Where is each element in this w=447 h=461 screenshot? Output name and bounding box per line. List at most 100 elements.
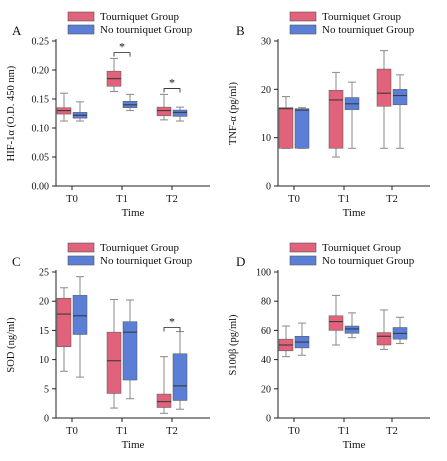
y-tick-label: 0.00 (32, 182, 50, 193)
x-axis-label: Time (343, 439, 366, 451)
y-tick-label: 40 (261, 355, 271, 366)
panel-label: B (236, 23, 245, 38)
x-tick-label: T0 (288, 426, 300, 437)
y-tick-label: 80 (261, 297, 271, 308)
significance-star: * (169, 314, 175, 328)
x-tick-label: T0 (66, 426, 78, 437)
y-tick-label: 100 (256, 268, 271, 279)
y-tick-label: 0.20 (32, 66, 50, 77)
legend-swatch (289, 24, 317, 35)
box-body (122, 321, 138, 381)
box-body (328, 315, 344, 331)
y-tick-label: 15 (39, 326, 49, 337)
box-body (294, 108, 310, 149)
box-t2-no-tourniquet (172, 331, 188, 410)
box-t0-no-tourniquet (294, 322, 310, 356)
legend-label: No tourniquet Group (322, 24, 415, 36)
box-body (172, 109, 188, 117)
box-t2-no-tourniquet (392, 74, 408, 149)
box-t2-no-tourniquet (392, 316, 408, 345)
box-body (328, 90, 344, 149)
y-tick-label: 0.25 (32, 37, 50, 48)
box-t1-no-tourniquet (344, 81, 360, 149)
y-tick-label: 10 (261, 133, 271, 144)
panel-label: D (236, 254, 245, 269)
legend-swatch (289, 255, 317, 266)
y-tick-label: 0.10 (32, 124, 50, 135)
legend-label: No tourniquet Group (322, 255, 415, 267)
significance-bracket (163, 327, 181, 332)
x-axis-label: Time (122, 207, 145, 219)
box-body (156, 106, 172, 117)
legend-swatch (67, 11, 95, 22)
box-t0-no-tourniquet (294, 107, 310, 149)
x-tick-label: T2 (166, 194, 178, 205)
legend-label: No tourniquet Group (100, 24, 193, 36)
legend-swatch (67, 255, 95, 266)
panel-label: A (12, 23, 22, 38)
x-tick-label: T1 (116, 426, 128, 437)
y-tick-label: 0.15 (32, 95, 50, 106)
box-body (278, 107, 294, 149)
significance-marker: * (163, 76, 181, 93)
y-tick-label: 20 (261, 384, 271, 395)
box-body (56, 298, 72, 348)
y-axis-label: TNF-α (pg/ml) (228, 82, 239, 145)
legend-swatch (289, 11, 317, 22)
x-tick-label: T1 (116, 194, 128, 205)
box-t0-no-tourniquet (72, 101, 88, 122)
legend-swatch (289, 242, 317, 253)
y-tick-label: 0.05 (32, 153, 50, 164)
y-tick-label: 25 (39, 268, 49, 279)
legend-label: No tourniquet Group (100, 255, 193, 267)
box-t2-tourniquet (376, 309, 392, 350)
x-tick-label: T0 (288, 194, 300, 205)
box-body (392, 89, 408, 106)
legend-label: Tourniquet Group (100, 242, 179, 254)
x-axis-label: Time (343, 207, 366, 219)
legend-swatch (67, 242, 95, 253)
panel-label: C (12, 254, 21, 269)
box-t1-no-tourniquet (122, 299, 138, 400)
box-t1-tourniquet (106, 57, 122, 92)
x-tick-label: T2 (386, 426, 398, 437)
box-t0-tourniquet (278, 96, 294, 149)
box-body (156, 393, 172, 408)
significance-bracket (113, 52, 131, 57)
significance-star: * (119, 40, 125, 54)
box-t0-no-tourniquet (72, 276, 88, 378)
y-tick-label: 60 (261, 326, 271, 337)
y-tick-label: 0 (44, 414, 49, 425)
box-t2-tourniquet (156, 356, 172, 414)
y-tick-label: 0 (266, 182, 271, 193)
x-tick-label: T1 (338, 194, 350, 205)
box-t2-tourniquet (156, 93, 172, 121)
x-tick-label: T1 (338, 426, 350, 437)
box-body (376, 332, 392, 346)
box-t1-tourniquet (328, 294, 344, 346)
significance-marker: * (113, 40, 131, 57)
legend-label: Tourniquet Group (100, 11, 179, 23)
box-t2-no-tourniquet (172, 106, 188, 122)
box-body (344, 325, 360, 334)
y-tick-label: 30 (261, 37, 271, 48)
box-t2-tourniquet (376, 50, 392, 149)
y-tick-label: 20 (261, 85, 271, 96)
x-axis-label: Time (122, 439, 145, 451)
box-t1-no-tourniquet (344, 312, 360, 339)
y-tick-label: 10 (39, 355, 49, 366)
significance-bracket (163, 88, 181, 93)
y-axis-label: HIF-1α (O.D. 450 nm) (6, 65, 17, 161)
significance-star: * (169, 76, 175, 90)
y-tick-label: 20 (39, 297, 49, 308)
y-axis-label: S100β (pg/ml) (228, 314, 239, 376)
significance-marker: * (163, 314, 181, 332)
x-tick-label: T2 (386, 194, 398, 205)
